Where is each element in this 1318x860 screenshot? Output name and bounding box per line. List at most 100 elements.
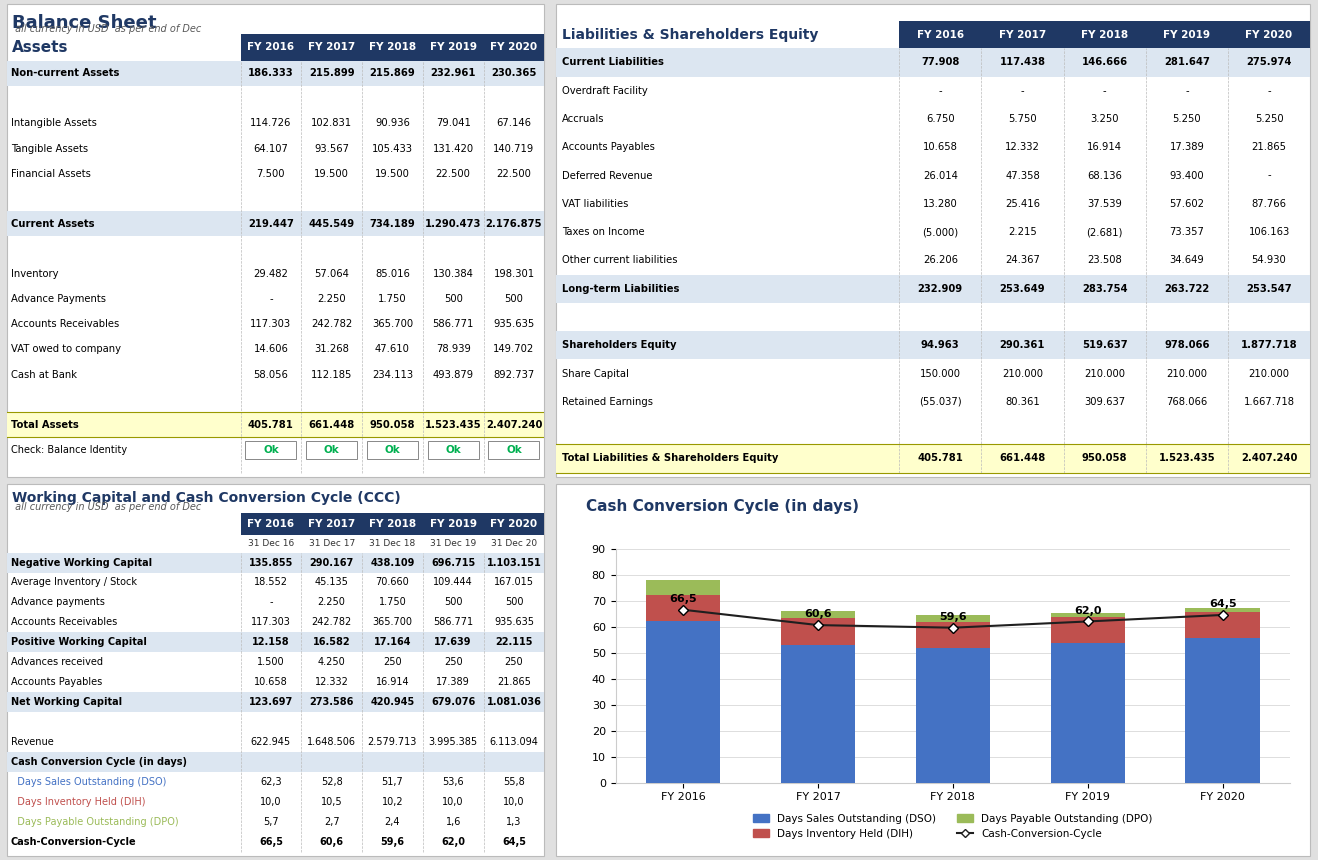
Bar [1228, 22, 1310, 48]
Text: 1.523.435: 1.523.435 [1159, 453, 1215, 464]
Bar [1185, 637, 1260, 783]
Text: Inventory: Inventory [11, 269, 58, 280]
Text: 34.649: 34.649 [1169, 255, 1205, 266]
Text: 242.782: 242.782 [311, 617, 352, 628]
Text: FY 2018: FY 2018 [369, 42, 416, 52]
Text: Advances received: Advances received [11, 657, 103, 667]
Text: 53,6: 53,6 [443, 777, 464, 787]
Text: 94.963: 94.963 [921, 341, 960, 350]
Text: 22.115: 22.115 [496, 637, 532, 648]
Text: 59,6: 59,6 [381, 837, 405, 847]
Text: Other current liabilities: Other current liabilities [563, 255, 677, 266]
Text: 37.539: 37.539 [1087, 199, 1122, 209]
Text: 500: 500 [505, 598, 523, 607]
Bar [782, 618, 855, 645]
Text: Ok: Ok [324, 445, 340, 455]
Text: 21.865: 21.865 [497, 678, 531, 687]
Bar [556, 331, 1310, 359]
Text: 3.250: 3.250 [1090, 114, 1119, 124]
Text: Average Inventory / Stock: Average Inventory / Stock [11, 577, 137, 587]
Bar [240, 34, 302, 60]
Text: 87.766: 87.766 [1252, 199, 1286, 209]
Bar [782, 611, 855, 618]
Text: Accounts Payables: Accounts Payables [563, 142, 655, 152]
Bar [1185, 608, 1260, 611]
Text: 62,0: 62,0 [442, 837, 465, 847]
Bar [7, 212, 544, 237]
Bar [484, 513, 544, 535]
Text: 21.865: 21.865 [1252, 142, 1286, 152]
Text: 500: 500 [444, 598, 463, 607]
Text: 64.107: 64.107 [253, 144, 289, 154]
Text: 78.939: 78.939 [436, 345, 471, 354]
Text: 3.995.385: 3.995.385 [428, 737, 477, 747]
Text: 232.909: 232.909 [917, 284, 963, 294]
Text: Accounts Receivables: Accounts Receivables [11, 617, 117, 628]
Text: 696.715: 696.715 [431, 557, 476, 568]
Text: -: - [1020, 86, 1024, 95]
Text: 198.301: 198.301 [493, 269, 535, 280]
Text: 31.268: 31.268 [314, 345, 349, 354]
Text: 51,7: 51,7 [381, 777, 403, 787]
Text: Balance Sheet: Balance Sheet [12, 14, 157, 32]
Text: 67.146: 67.146 [497, 119, 531, 128]
Text: 149.702: 149.702 [493, 345, 535, 354]
Text: 365.700: 365.700 [373, 617, 413, 628]
Bar [982, 22, 1064, 48]
Text: 734.189: 734.189 [369, 219, 415, 229]
Text: 109.444: 109.444 [434, 577, 473, 587]
Text: Ok: Ok [264, 445, 279, 455]
Text: 935.635: 935.635 [494, 617, 534, 628]
Text: Cash Conversion Cycle (in days): Cash Conversion Cycle (in days) [587, 499, 859, 514]
Text: -: - [1103, 86, 1107, 95]
Bar [646, 594, 721, 621]
Bar [302, 34, 362, 60]
Text: FY 2017: FY 2017 [999, 30, 1046, 40]
Text: -: - [1267, 170, 1271, 181]
Text: 10,2: 10,2 [382, 797, 403, 807]
Text: 77.908: 77.908 [921, 58, 960, 67]
Text: Accruals: Accruals [563, 114, 605, 124]
Text: FY 2019: FY 2019 [430, 519, 477, 529]
Text: 18.552: 18.552 [254, 577, 287, 587]
Text: 66,5: 66,5 [670, 594, 697, 604]
Text: 2.407.240: 2.407.240 [486, 420, 542, 430]
Bar [1050, 643, 1124, 783]
Text: Intangible Assets: Intangible Assets [11, 119, 96, 128]
Bar [240, 513, 302, 535]
Text: 290.167: 290.167 [310, 557, 353, 568]
Text: 57.064: 57.064 [314, 269, 349, 280]
Text: 500: 500 [444, 294, 463, 304]
Bar [916, 622, 990, 648]
Bar [1145, 22, 1228, 48]
Text: 31 Dec 16: 31 Dec 16 [248, 539, 294, 548]
Text: 2.250: 2.250 [318, 598, 345, 607]
Bar [916, 648, 990, 783]
Text: Advance payments: Advance payments [11, 598, 104, 607]
Text: Days Sales Outstanding (DSO): Days Sales Outstanding (DSO) [11, 777, 166, 787]
Cash-Conversion-Cycle [811, 620, 826, 630]
Text: 405.781: 405.781 [248, 420, 294, 430]
Text: 250: 250 [384, 657, 402, 667]
Text: 93.400: 93.400 [1169, 170, 1205, 181]
Text: 123.697: 123.697 [249, 697, 293, 707]
Text: 47.610: 47.610 [376, 345, 410, 354]
Text: 5,7: 5,7 [264, 817, 278, 827]
Text: Share Capital: Share Capital [563, 369, 629, 378]
Text: 210.000: 210.000 [1002, 369, 1043, 378]
Text: 1,6: 1,6 [445, 817, 461, 827]
Bar [556, 445, 1310, 473]
Text: 1.667.718: 1.667.718 [1243, 396, 1294, 407]
Text: -: - [1185, 86, 1189, 95]
Text: 85.016: 85.016 [376, 269, 410, 280]
Text: 106.163: 106.163 [1248, 227, 1289, 237]
Text: Assets: Assets [12, 40, 69, 54]
Text: 1.500: 1.500 [257, 657, 285, 667]
Text: 215.869: 215.869 [369, 68, 415, 78]
Text: 131.420: 131.420 [432, 144, 473, 154]
Text: 58.056: 58.056 [253, 370, 289, 379]
Text: 17.639: 17.639 [435, 637, 472, 648]
Bar [362, 513, 423, 535]
Text: Non-current Assets: Non-current Assets [11, 68, 119, 78]
Bar [7, 412, 544, 438]
